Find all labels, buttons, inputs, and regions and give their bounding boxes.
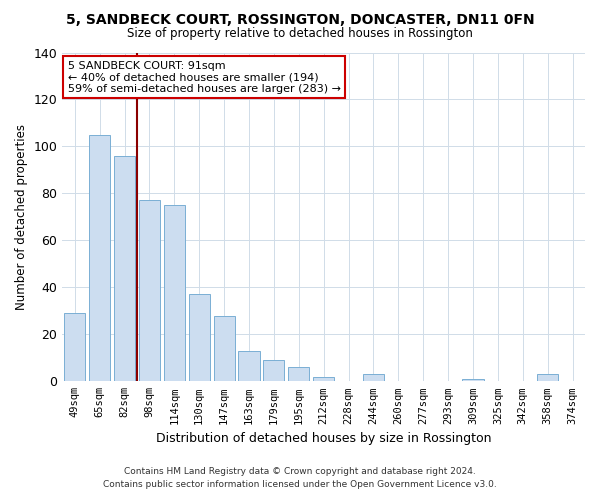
Bar: [214, 316, 235, 382]
Bar: [313, 376, 334, 382]
Y-axis label: Number of detached properties: Number of detached properties: [15, 124, 28, 310]
Text: Contains HM Land Registry data © Crown copyright and database right 2024.
Contai: Contains HM Land Registry data © Crown c…: [103, 468, 497, 489]
Bar: [114, 156, 135, 382]
Bar: [64, 313, 85, 382]
Bar: [537, 374, 558, 382]
X-axis label: Distribution of detached houses by size in Rossington: Distribution of detached houses by size …: [156, 432, 491, 445]
Bar: [89, 134, 110, 382]
Bar: [188, 294, 210, 382]
Text: Size of property relative to detached houses in Rossington: Size of property relative to detached ho…: [127, 28, 473, 40]
Bar: [363, 374, 384, 382]
Text: 5 SANDBECK COURT: 91sqm
← 40% of detached houses are smaller (194)
59% of semi-d: 5 SANDBECK COURT: 91sqm ← 40% of detache…: [68, 60, 341, 94]
Bar: [164, 205, 185, 382]
Bar: [463, 379, 484, 382]
Bar: [238, 351, 260, 382]
Bar: [139, 200, 160, 382]
Bar: [288, 367, 310, 382]
Bar: [263, 360, 284, 382]
Text: 5, SANDBECK COURT, ROSSINGTON, DONCASTER, DN11 0FN: 5, SANDBECK COURT, ROSSINGTON, DONCASTER…: [65, 12, 535, 26]
